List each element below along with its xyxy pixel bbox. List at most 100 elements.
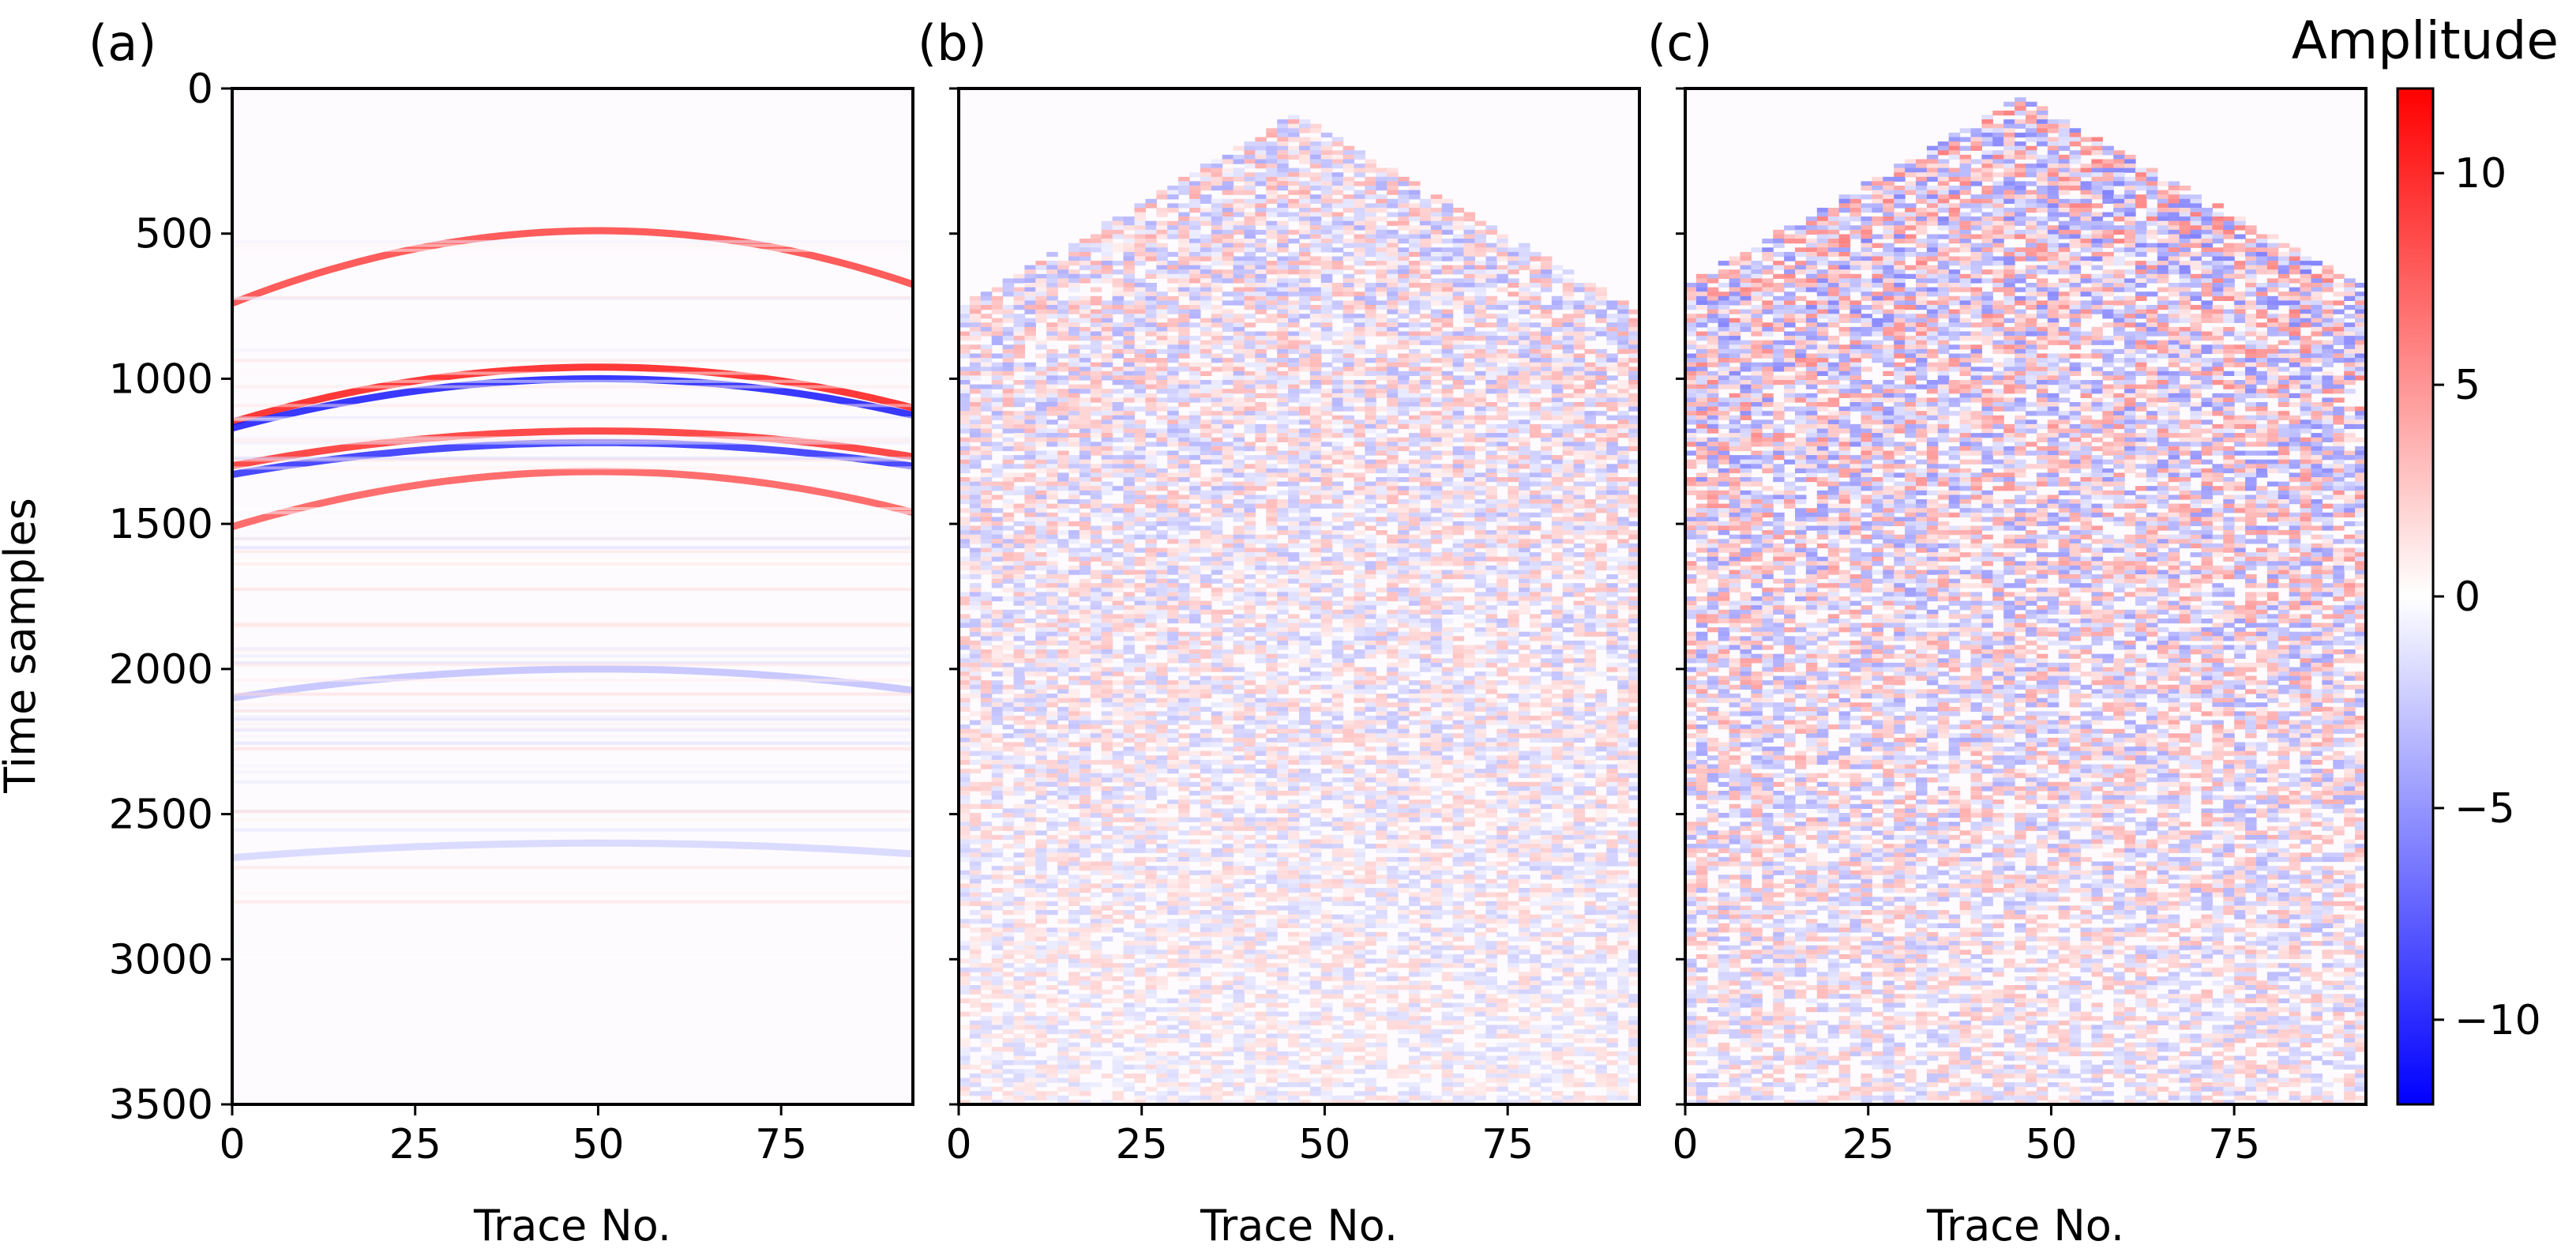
noise-cell [1145,578,1157,584]
noise-cell [1156,609,1168,615]
noise-cell [1222,348,1234,355]
noise-cell [1079,344,1091,350]
noise-cell [1101,658,1113,664]
noise-cell [1035,866,1047,871]
noise-cell [1244,336,1256,341]
noise-cell [1266,287,1278,292]
noise-cell [1222,702,1234,708]
noise-cell [1211,477,1223,483]
noise-cell [1057,411,1069,416]
noise-cell [1123,508,1135,513]
noise-cell [1046,455,1058,461]
noise-cell [1068,645,1080,650]
noise-cell [1101,251,1113,258]
noise-cell [1255,822,1267,827]
noise-cell [1244,614,1256,619]
noise-cell [1024,446,1036,452]
noise-cell [1277,203,1289,209]
noise-cell [1299,645,1311,650]
noise-cell [1200,622,1212,628]
noise-cell [969,477,982,483]
noise-cell [1035,950,1047,955]
noise-cell [1244,261,1256,266]
noise-cell [991,442,1004,447]
heatmap-background [232,88,913,1104]
noise-cell [1079,791,1091,796]
noise-cell [1244,795,1256,800]
noise-cell [1134,675,1146,681]
noise-cell [1134,856,1146,863]
noise-cell [1277,220,1289,226]
noise-cell [1299,446,1311,452]
noise-cell [1079,927,1091,933]
noise-cell [1288,384,1300,389]
noise-cell [1211,437,1223,442]
noise-cell [1189,1042,1201,1047]
noise-cell [1057,269,1069,275]
noise-cell [1101,415,1113,420]
noise-cell [1123,539,1135,544]
noise-cell [1288,919,1300,924]
noise-cell [1068,972,1080,977]
noise-cell [1200,446,1212,452]
noise-cell [1299,455,1311,461]
noise-cell [1156,698,1168,703]
noise-cell [1277,556,1289,562]
noise-cell [1101,326,1113,333]
noise-cell [1211,1100,1223,1105]
noise-cell [1244,989,1256,995]
noise-cell [1211,384,1223,389]
noise-cell [1002,866,1015,871]
noise-cell [1156,803,1168,809]
noise-cell [1200,985,1212,991]
noise-cell [969,353,982,359]
noise-cell [1288,278,1300,284]
noise-cell [980,433,993,438]
noise-cell [1178,278,1190,284]
noise-cell [1211,481,1223,487]
noise-cell [1090,769,1102,774]
noise-cell [1035,486,1047,491]
noise-cell [1255,1082,1267,1088]
noise-cell [1211,547,1223,553]
noise-cell [1101,344,1113,350]
noise-cell [1156,808,1168,814]
noise-cell [1145,472,1157,478]
noise-cell [1233,406,1245,412]
noise-cell [1288,137,1300,142]
noise-cell [1233,362,1245,367]
noise-cell [1233,314,1245,319]
noise-cell [1200,499,1212,505]
noise-cell [980,512,993,517]
noise-cell [1255,198,1267,204]
noise-cell [1299,587,1311,592]
noise-cell [1277,406,1289,412]
noise-cell [1211,499,1223,505]
noise-cell [1002,640,1015,646]
noise-cell [1299,742,1311,747]
noise-cell [991,1060,1004,1066]
noise-cell [1057,759,1069,765]
background-event [232,385,913,389]
noise-cell [1145,747,1157,752]
noise-cell [1211,512,1223,517]
noise-cell [1266,442,1278,447]
noise-cell [1222,1082,1234,1088]
x-tick-label: 0 [219,1121,245,1168]
noise-cell [1178,936,1190,942]
noise-cell [1189,698,1201,703]
noise-cell [1123,503,1135,509]
noise-cell [1299,600,1311,606]
noise-cell [1145,256,1157,261]
noise-cell [991,958,1004,964]
noise-cell [1244,627,1256,633]
noise-cell [1046,759,1058,765]
noise-cell [991,945,1004,950]
noise-cell [1222,154,1234,160]
noise-cell [969,1002,982,1008]
noise-cell [1145,910,1157,916]
noise-cell [1178,716,1190,721]
noise-cell [1167,1069,1179,1074]
noise-cell [1112,728,1125,734]
